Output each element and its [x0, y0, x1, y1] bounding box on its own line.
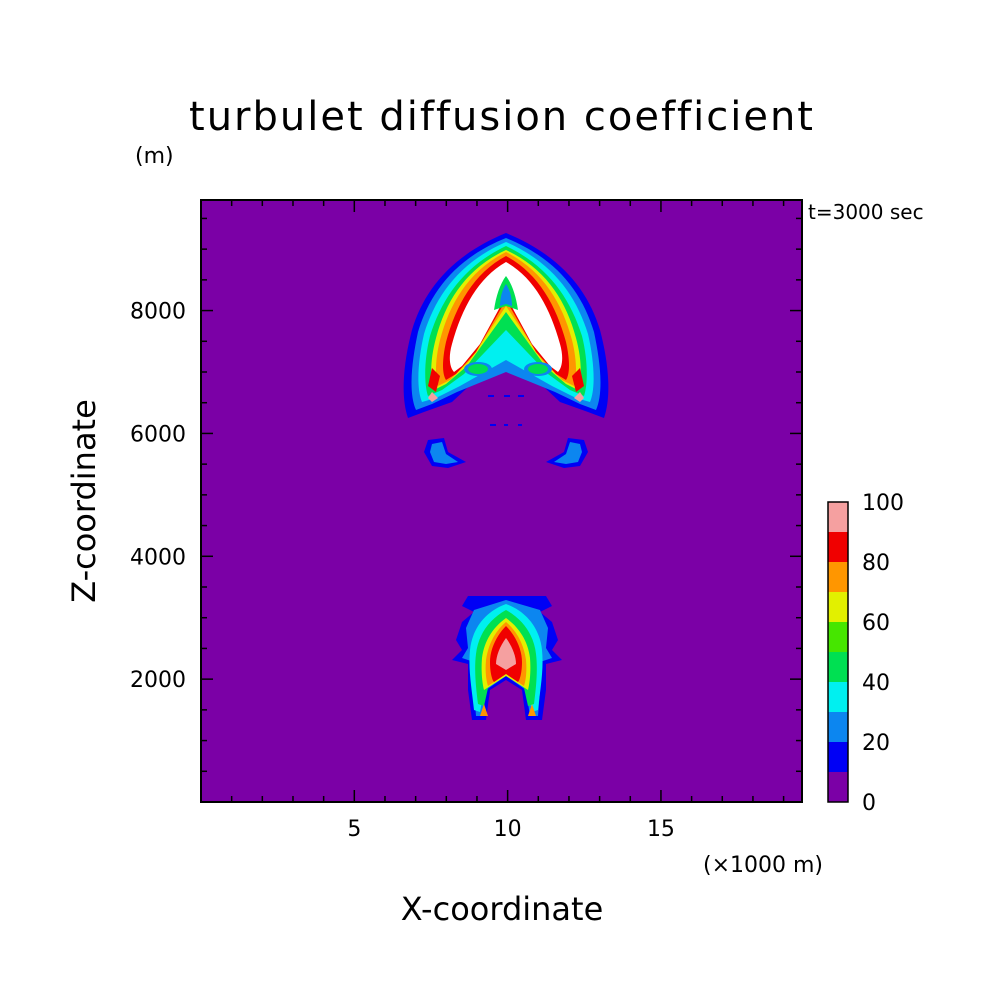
band-above-100 — [449, 262, 563, 372]
x-tick-label: 10 — [494, 817, 522, 842]
colorbar-label: 0 — [862, 791, 876, 816]
y-tick-label: 8000 — [130, 300, 186, 325]
colorbar-swatch — [828, 682, 848, 712]
small-blue-dots — [488, 395, 524, 426]
x-unit-label: (×1000 m) — [703, 853, 823, 878]
colorbar-label: 80 — [862, 551, 890, 576]
colorbar-swatch — [828, 592, 848, 622]
colorbar-swatch — [828, 502, 848, 532]
axis-ticks — [201, 200, 802, 802]
side-blob-right — [546, 438, 588, 468]
x-tick-label: 15 — [647, 817, 675, 842]
colorbar-label: 100 — [862, 491, 904, 516]
colorbar-swatch — [828, 562, 848, 592]
plot-frame — [200, 199, 803, 803]
y-tick-labels: 2000 4000 6000 8000 — [130, 300, 186, 694]
colorbar-swatch — [828, 622, 848, 652]
eye-right — [524, 362, 552, 376]
colorbar-swatch — [828, 742, 848, 772]
colorbar-label: 40 — [862, 671, 890, 696]
y-tick-label: 2000 — [130, 668, 186, 693]
right-edge-red — [572, 368, 584, 392]
time-label: t=3000 sec — [808, 200, 924, 224]
right-red-dot — [574, 392, 584, 402]
left-red-dot — [428, 392, 438, 402]
chart-title: turbulet diffusion coefficient — [189, 94, 815, 140]
colorbar-frame — [827, 501, 849, 803]
eye-left — [464, 362, 492, 376]
colorbar-label: 20 — [862, 731, 890, 756]
plot-area — [200, 199, 803, 803]
x-tick-label: 5 — [347, 817, 361, 842]
y-unit-label: (m) — [135, 144, 174, 169]
colorbar-swatch — [828, 712, 848, 742]
colorbar-swatch — [828, 532, 848, 562]
left-edge-red — [428, 368, 440, 392]
x-axis-label: X-coordinate — [401, 890, 604, 928]
upper-plume — [403, 233, 609, 418]
side-blob-left — [424, 438, 466, 468]
lower-plume — [452, 596, 562, 720]
colorbar-label: 60 — [862, 611, 890, 636]
colorbar: 0 20 40 60 80 100 — [827, 491, 904, 816]
contour-fields — [403, 233, 609, 720]
y-tick-label: 4000 — [130, 545, 186, 570]
center-spike-blue — [500, 284, 512, 306]
x-tick-labels: 5 10 15 — [347, 817, 675, 842]
lower-band-90-100 — [496, 638, 516, 670]
y-tick-label: 6000 — [130, 422, 186, 447]
lower-leg-right-orange — [528, 704, 536, 716]
colorbar-swatch — [828, 652, 848, 682]
y-axis-label: Z-coordinate — [65, 399, 103, 603]
lower-leg-left-orange — [480, 704, 488, 716]
colorbar-swatch — [828, 772, 848, 802]
